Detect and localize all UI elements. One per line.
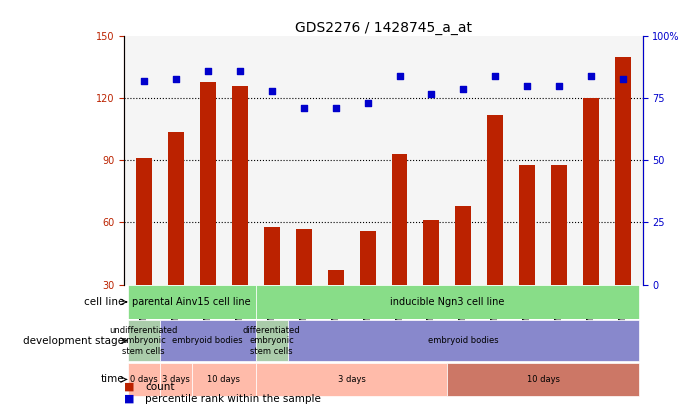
FancyBboxPatch shape	[256, 285, 639, 319]
FancyBboxPatch shape	[448, 363, 639, 396]
Text: embryoid bodies: embryoid bodies	[172, 336, 243, 345]
Bar	[392, 154, 408, 347]
FancyBboxPatch shape	[128, 285, 256, 319]
Bar	[328, 270, 343, 347]
Bar	[167, 132, 184, 347]
Point	[330, 105, 341, 112]
Point	[554, 83, 565, 89]
Point	[618, 75, 629, 82]
Text: cell line: cell line	[84, 297, 124, 307]
Point	[426, 90, 437, 97]
Bar	[487, 115, 504, 347]
Title: GDS2276 / 1428745_a_at: GDS2276 / 1428745_a_at	[295, 21, 472, 35]
Text: ■: ■	[124, 394, 135, 404]
FancyBboxPatch shape	[256, 363, 448, 396]
Point	[170, 75, 181, 82]
Bar	[455, 206, 471, 347]
Text: count: count	[145, 382, 175, 392]
Text: embryoid bodies: embryoid bodies	[428, 336, 499, 345]
Point	[586, 73, 597, 79]
Bar	[520, 164, 536, 347]
Text: differentiated
embryonic
stem cells: differentiated embryonic stem cells	[243, 326, 301, 356]
FancyBboxPatch shape	[128, 363, 160, 396]
Bar	[359, 231, 375, 347]
FancyBboxPatch shape	[287, 320, 639, 361]
Point	[138, 78, 149, 84]
Bar	[296, 229, 312, 347]
FancyBboxPatch shape	[256, 320, 287, 361]
Bar	[200, 82, 216, 347]
Text: percentile rank within the sample: percentile rank within the sample	[145, 394, 321, 404]
Point	[202, 68, 213, 75]
Point	[266, 88, 277, 94]
Text: 10 days: 10 days	[527, 375, 560, 384]
Bar	[135, 158, 151, 347]
Bar	[583, 98, 599, 347]
Text: development stage: development stage	[23, 336, 124, 346]
Text: parental Ainv15 cell line: parental Ainv15 cell line	[132, 297, 251, 307]
Text: 3 days: 3 days	[338, 375, 366, 384]
Bar	[424, 220, 439, 347]
Point	[394, 73, 405, 79]
Text: ■: ■	[124, 382, 135, 392]
Point	[522, 83, 533, 89]
FancyBboxPatch shape	[160, 320, 256, 361]
Text: inducible Ngn3 cell line: inducible Ngn3 cell line	[390, 297, 504, 307]
Text: 10 days: 10 days	[207, 375, 240, 384]
Bar	[231, 86, 247, 347]
Point	[298, 105, 309, 112]
Bar	[263, 227, 280, 347]
Point	[362, 100, 373, 107]
Text: time: time	[101, 375, 124, 384]
FancyBboxPatch shape	[160, 363, 191, 396]
Point	[490, 73, 501, 79]
Text: undifferentiated
embryonic
stem cells: undifferentiated embryonic stem cells	[109, 326, 178, 356]
Bar	[551, 164, 567, 347]
Bar	[616, 57, 632, 347]
Point	[234, 68, 245, 75]
Point	[458, 85, 469, 92]
Text: 0 days: 0 days	[130, 375, 158, 384]
FancyBboxPatch shape	[191, 363, 256, 396]
FancyBboxPatch shape	[128, 320, 160, 361]
Text: 3 days: 3 days	[162, 375, 189, 384]
